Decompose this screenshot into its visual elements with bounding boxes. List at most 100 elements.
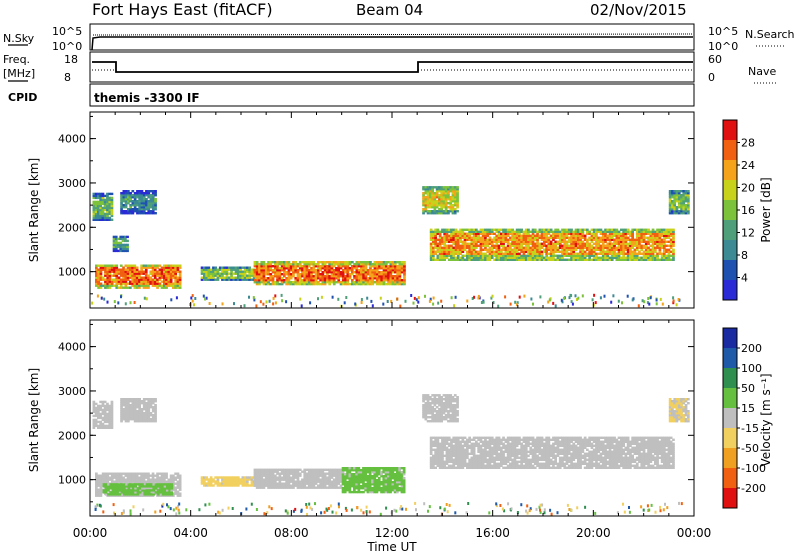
echo-cell: [590, 252, 594, 255]
echo-cell: [563, 258, 567, 261]
echo-cell: [145, 491, 149, 494]
echo-cell: [351, 271, 354, 274]
echo-cell: [624, 248, 628, 251]
echo-cell: [319, 275, 322, 278]
echo-cell: [561, 250, 564, 253]
echo-cell: [131, 266, 134, 269]
echo-cell: [269, 263, 273, 266]
echo-cell: [531, 236, 535, 239]
noise-cell: [370, 299, 373, 303]
echo-cell: [267, 470, 270, 473]
echo-cell: [113, 493, 117, 496]
echo-cell: [101, 202, 105, 206]
echo-cell: [672, 250, 675, 253]
echo-cell: [604, 252, 607, 255]
echo-cell: [680, 212, 683, 215]
echo-cell: [267, 273, 270, 276]
echo-cell: [209, 278, 213, 281]
echo-cell: [149, 490, 153, 493]
echo-cell: [126, 266, 130, 269]
echo-cell: [267, 269, 270, 272]
echo-cell: [438, 242, 442, 245]
echo-cell: [294, 480, 298, 483]
echo-cell: [493, 236, 496, 239]
echo-cell: [239, 272, 242, 275]
echo-cell: [445, 252, 449, 255]
echo-cell: [136, 406, 139, 409]
echo-cell: [590, 258, 594, 261]
echo-cell: [138, 476, 141, 479]
noise-cell: [617, 299, 620, 303]
echo-cell: [103, 404, 107, 408]
echo-cell: [156, 478, 159, 481]
echo-cell: [160, 286, 164, 289]
echo-cell: [682, 208, 686, 211]
echo-cell: [174, 476, 177, 479]
echo-cell: [332, 472, 336, 475]
echo-cell: [581, 232, 585, 235]
echo-cell: [131, 204, 135, 207]
nave-label: Nave: [748, 65, 776, 78]
echo-cell: [663, 232, 666, 235]
echo-cell: [99, 274, 103, 277]
echo-cell: [154, 202, 157, 205]
echo-cell: [142, 408, 146, 411]
echo-cell: [590, 234, 594, 237]
echo-cell: [163, 474, 166, 477]
echo-cell: [477, 232, 480, 235]
echo-cell: [142, 282, 146, 285]
echo-cell: [287, 472, 291, 475]
echo-cell: [520, 254, 523, 257]
echo-cell: [588, 250, 591, 253]
echo-cell: [588, 236, 591, 239]
echo-cell: [140, 416, 144, 419]
echo-cell: [307, 470, 311, 473]
echo-cell: [136, 400, 139, 403]
echo-cell: [442, 188, 446, 191]
echo-cell: [556, 256, 560, 259]
noise-cell: [233, 302, 235, 306]
echo-cell: [332, 486, 336, 489]
echo-cell: [610, 242, 614, 245]
echo-cell: [314, 482, 318, 485]
echo-cell: [527, 250, 530, 253]
echo-cell: [129, 282, 132, 285]
echo-cell: [373, 275, 377, 278]
noise-cell: [221, 302, 224, 306]
echo-cell: [122, 196, 126, 199]
colorbar-tick-label: 24: [741, 159, 755, 172]
echo-cell: [396, 281, 399, 284]
echo-cell: [97, 474, 100, 477]
echo-cell: [484, 238, 487, 241]
echo-cell: [120, 402, 123, 405]
echo-cell: [126, 239, 129, 243]
echo-cell: [443, 248, 446, 251]
echo-cell: [140, 200, 144, 203]
echo-cell: [687, 206, 690, 209]
echo-cell: [380, 267, 384, 270]
echo-cell: [99, 486, 103, 489]
echo-cell: [533, 238, 537, 241]
echo-cell: [212, 276, 215, 279]
echo-cell: [524, 228, 528, 231]
echo-cell: [136, 420, 139, 423]
echo-cell: [287, 484, 291, 487]
echo-cell: [283, 482, 286, 485]
echo-cell: [296, 478, 300, 481]
echo-cell: [394, 261, 397, 264]
echo-cell: [642, 254, 646, 257]
echo-cell: [151, 420, 155, 423]
echo-cell: [488, 258, 492, 261]
echo-cell: [287, 275, 291, 278]
echo-cell: [663, 242, 666, 245]
echo-cell: [344, 261, 347, 264]
echo-cell: [346, 281, 350, 284]
echo-cell: [527, 244, 530, 247]
echo-cell: [531, 250, 535, 253]
echo-cell: [378, 271, 381, 274]
echo-cell: [108, 416, 112, 420]
echo-cell: [572, 240, 576, 243]
echo-cell: [106, 402, 109, 406]
echo-cell: [447, 188, 450, 191]
echo-cell: [269, 265, 273, 268]
